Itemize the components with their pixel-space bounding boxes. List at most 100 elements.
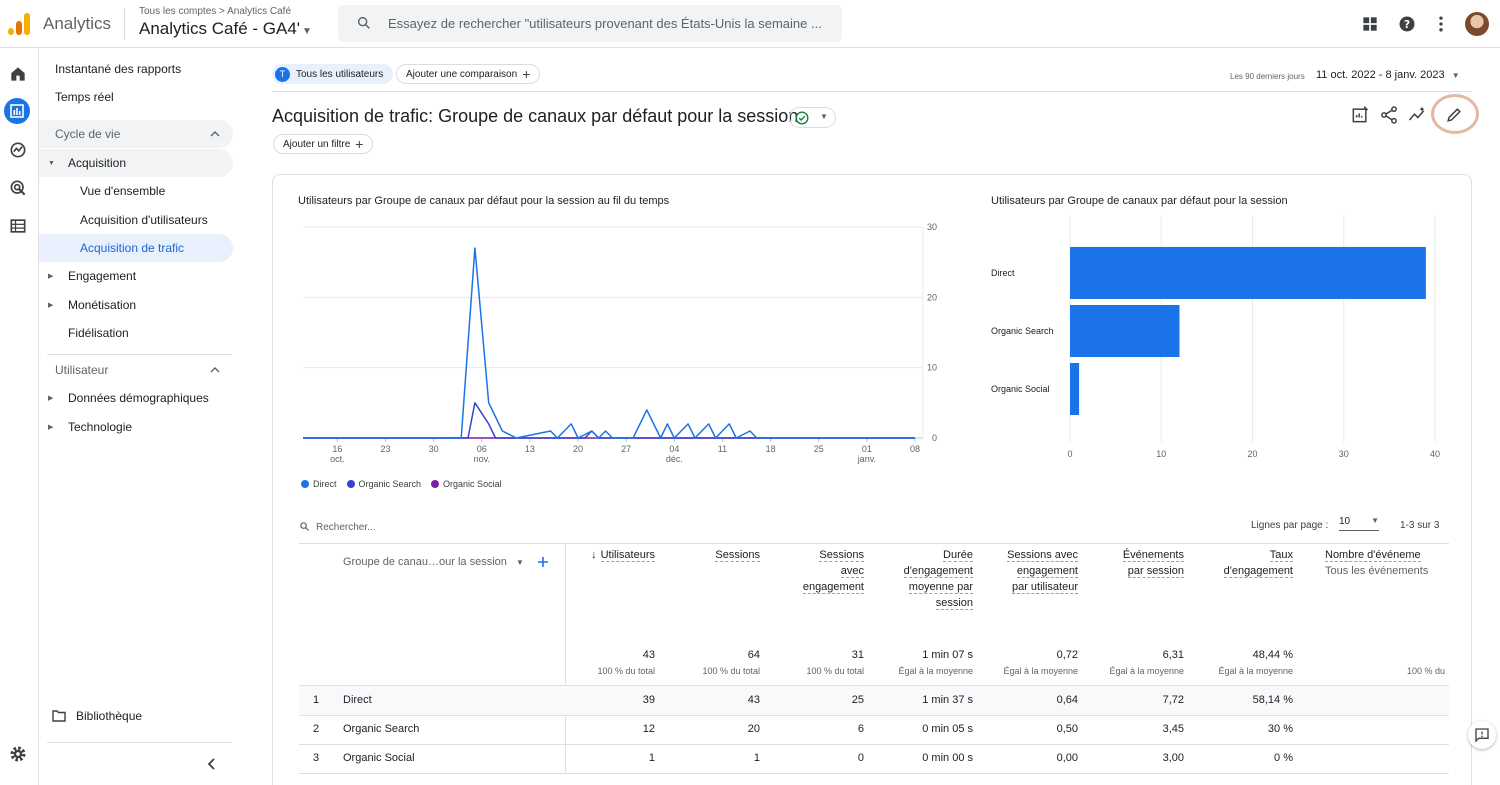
add-filter-button[interactable]: Ajouter un filtre + bbox=[273, 134, 374, 154]
settings-icon[interactable] bbox=[8, 744, 28, 764]
date-range-picker[interactable]: 11 oct. 2022 - 8 janv. 2023 ▼ bbox=[1316, 69, 1460, 81]
legend-dot bbox=[346, 480, 355, 488]
column-header[interactable]: Sessions bbox=[680, 547, 760, 563]
sort-arrow-down-icon: ↓ bbox=[591, 549, 597, 561]
legend-item-organic-social[interactable]: Organic Social bbox=[431, 479, 502, 489]
table-top-border bbox=[299, 543, 1449, 544]
row-metric-value: 30 % bbox=[1267, 723, 1293, 735]
table-search-input[interactable]: Rechercher... bbox=[316, 522, 376, 533]
avatar[interactable] bbox=[1465, 12, 1489, 36]
nav-section-lifecycle-header[interactable]: Cycle de vie bbox=[39, 120, 233, 148]
row-metric-value: 0,64 bbox=[1056, 694, 1078, 706]
customize-report-icon[interactable] bbox=[1350, 105, 1370, 125]
caret-down-icon: ▼ bbox=[820, 112, 828, 121]
series-line-organic-search bbox=[303, 402, 915, 439]
search-bar[interactable]: Essayez de rechercher "utilisateurs prov… bbox=[338, 5, 842, 42]
nav-section-user-header[interactable]: Utilisateur bbox=[39, 356, 233, 384]
nav-item-label: Bibliothèque bbox=[76, 709, 143, 723]
row-metric-value: 3,45 bbox=[1162, 723, 1184, 735]
account-breadcrumb[interactable]: Tous les comptes > Analytics Café bbox=[139, 6, 292, 17]
triangle-right-icon: ▶ bbox=[48, 302, 54, 309]
column-header[interactable]: Sessions avec engagement par utilisateur bbox=[998, 547, 1078, 595]
explore-icon[interactable] bbox=[8, 140, 28, 160]
nav-item-engagement[interactable]: ▶ Engagement bbox=[39, 262, 233, 290]
apps-grid-icon[interactable] bbox=[1360, 14, 1380, 34]
row-metric-value: 12 bbox=[642, 723, 655, 735]
dimension-column-divider bbox=[565, 543, 566, 773]
x-tick-label: 18 bbox=[766, 444, 776, 454]
caret-down-icon[interactable]: ▼ bbox=[515, 558, 524, 567]
property-selector[interactable]: Analytics Café - GA4' ▼ bbox=[139, 19, 312, 39]
nav-item-realtime[interactable]: Temps réel bbox=[39, 83, 233, 111]
column-header-label: Sessions avec engagement par utilisateur bbox=[1007, 549, 1078, 594]
column-total-sub: Égal à la moyenne bbox=[1218, 666, 1293, 676]
nav-item-retention[interactable]: Fidélisation bbox=[39, 319, 233, 347]
x-tick-month-label: janv. bbox=[857, 454, 876, 464]
table-row[interactable] bbox=[299, 686, 1449, 715]
row-dimension-value[interactable]: Organic Social bbox=[343, 752, 415, 764]
column-header[interactable]: Sessions avec engagement bbox=[794, 547, 864, 595]
configure-icon[interactable] bbox=[8, 216, 28, 236]
chevron-up-icon[interactable] bbox=[210, 129, 220, 139]
column-header[interactable]: Taux d'engagement bbox=[1203, 547, 1293, 579]
x-tick-label: 11 bbox=[718, 444, 727, 454]
pagination-status: 1-3 sur 3 bbox=[1400, 520, 1440, 531]
column-header[interactable]: Nombre d'événeme Tous les événements bbox=[1325, 547, 1445, 579]
row-divider bbox=[299, 773, 1449, 774]
share-icon[interactable] bbox=[1379, 105, 1399, 125]
legend-item-organic-search[interactable]: Organic Search bbox=[346, 479, 421, 489]
row-dimension-value[interactable]: Direct bbox=[343, 694, 372, 706]
x-tick-label: 30 bbox=[1339, 449, 1349, 459]
nav-item-traffic-acquisition[interactable]: Acquisition de trafic bbox=[39, 234, 233, 262]
dimension-column-header[interactable]: Groupe de canau…our la session ▼ bbox=[343, 556, 524, 568]
search-input[interactable]: Essayez de rechercher "utilisateurs prov… bbox=[388, 16, 822, 31]
nav-item-monetization[interactable]: ▶ Monétisation bbox=[39, 291, 233, 319]
divider bbox=[272, 91, 1472, 92]
report-status-dropdown[interactable]: ▼ bbox=[789, 107, 836, 128]
rows-per-page-select[interactable]: 10 ▼ bbox=[1339, 516, 1379, 531]
left-rail bbox=[0, 48, 39, 785]
nav-item-label: Technologie bbox=[68, 420, 133, 434]
bar-organic-search bbox=[1070, 305, 1180, 357]
collapse-chevron-left-icon[interactable] bbox=[206, 757, 218, 771]
chevron-up-icon[interactable] bbox=[210, 365, 220, 375]
column-header-filter-label: Tous les événements bbox=[1325, 565, 1429, 577]
add-dimension-plus-icon[interactable] bbox=[537, 556, 549, 568]
y-tick-label: 0 bbox=[932, 433, 937, 443]
row-metric-value: 0,00 bbox=[1056, 752, 1078, 764]
nav-item-user-acquisition[interactable]: Acquisition d'utilisateurs bbox=[39, 206, 233, 234]
bar-chart[interactable]: 0 10 20 30 40 Direct Organic Search Organic Soc… bbox=[973, 215, 1453, 475]
x-tick-label: 20 bbox=[573, 444, 583, 454]
analytics-logo-icon[interactable] bbox=[8, 13, 30, 35]
row-metric-value: 0 min 05 s bbox=[922, 723, 973, 735]
help-icon[interactable]: ? bbox=[1397, 14, 1417, 34]
column-header[interactable]: Durée d'engagement moyenne par session bbox=[883, 547, 973, 611]
nav-item-demographics[interactable]: ▶ Données démographiques bbox=[39, 384, 233, 412]
nav-section-lifecycle[interactable] bbox=[39, 120, 233, 148]
nav-item-snapshot[interactable]: Instantané des rapports bbox=[39, 55, 233, 83]
reports-icon[interactable] bbox=[4, 98, 30, 124]
svg-text:?: ? bbox=[1404, 18, 1410, 31]
row-dimension-value[interactable]: Organic Search bbox=[343, 723, 420, 735]
caret-down-icon: ▼ bbox=[302, 26, 312, 37]
nav-item-label: Acquisition de trafic bbox=[80, 241, 185, 255]
nav-item-library[interactable]: Bibliothèque bbox=[39, 702, 233, 730]
column-header[interactable]: ↓ Utilisateurs bbox=[555, 547, 655, 563]
advertising-icon[interactable] bbox=[8, 178, 28, 198]
nav-item-overview[interactable]: Vue d'ensemble bbox=[39, 177, 233, 205]
table-search[interactable]: Rechercher... bbox=[299, 521, 375, 533]
add-comparison-button[interactable]: Ajouter une comparaison + bbox=[396, 64, 541, 84]
legend-item-direct[interactable]: Direct bbox=[301, 479, 337, 489]
comparison-chip-all-users[interactable]: T Tous les utilisateurs bbox=[272, 64, 394, 84]
series-line-direct bbox=[303, 247, 915, 439]
more-vert-icon[interactable] bbox=[1431, 14, 1451, 34]
bar-organic-social bbox=[1070, 363, 1080, 415]
nav-item-label: Fidélisation bbox=[68, 326, 129, 340]
feedback-button[interactable] bbox=[1468, 721, 1496, 749]
nav-item-tech[interactable]: ▶ Technologie bbox=[39, 413, 233, 441]
home-icon[interactable] bbox=[8, 64, 28, 84]
insights-icon[interactable] bbox=[1407, 105, 1427, 125]
nav-item-acquisition[interactable]: ▼ Acquisition bbox=[39, 149, 233, 177]
column-header[interactable]: Événements par session bbox=[1104, 547, 1184, 579]
